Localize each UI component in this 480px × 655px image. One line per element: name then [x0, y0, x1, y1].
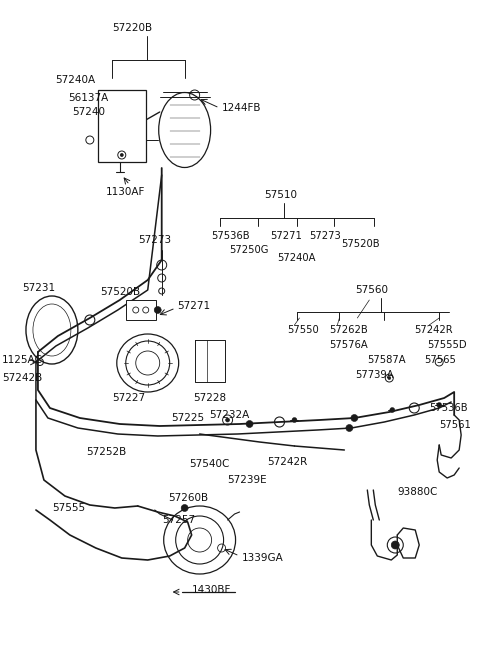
- Text: 1339GA: 1339GA: [241, 553, 283, 563]
- Text: 57561: 57561: [439, 420, 471, 430]
- Text: 57565: 57565: [424, 355, 456, 365]
- Text: 1244FB: 1244FB: [222, 103, 261, 113]
- Text: 57520B: 57520B: [341, 239, 380, 249]
- Circle shape: [388, 377, 391, 379]
- Text: 57250G: 57250G: [229, 245, 269, 255]
- Circle shape: [437, 403, 442, 407]
- Text: 57271: 57271: [178, 301, 211, 311]
- Text: 57240A: 57240A: [277, 253, 316, 263]
- Text: 57262B: 57262B: [329, 325, 368, 335]
- Circle shape: [351, 415, 358, 422]
- Circle shape: [226, 418, 229, 422]
- Circle shape: [390, 407, 395, 413]
- Text: 57240: 57240: [72, 107, 105, 117]
- Text: 57555: 57555: [52, 503, 85, 513]
- Circle shape: [346, 424, 353, 432]
- Text: 57271: 57271: [271, 231, 302, 241]
- Text: 57273: 57273: [138, 235, 171, 245]
- Text: 57550: 57550: [288, 325, 319, 335]
- Text: 57536B: 57536B: [429, 403, 468, 413]
- Text: 1130AF: 1130AF: [106, 187, 145, 197]
- Text: 57242R: 57242R: [414, 325, 453, 335]
- Text: 57560: 57560: [355, 285, 388, 295]
- Text: 57239E: 57239E: [228, 475, 267, 485]
- Circle shape: [181, 504, 188, 512]
- Text: 57232A: 57232A: [210, 410, 250, 420]
- Text: 57510: 57510: [264, 190, 298, 200]
- Text: 57242R: 57242R: [267, 457, 308, 467]
- Text: 57576A: 57576A: [329, 340, 368, 350]
- Circle shape: [391, 541, 399, 549]
- Text: 57260B: 57260B: [168, 493, 208, 503]
- Text: 57231: 57231: [22, 283, 55, 293]
- Text: 57587A: 57587A: [367, 355, 406, 365]
- Text: 57220B: 57220B: [112, 23, 152, 33]
- Bar: [98, 90, 146, 162]
- Text: 56137A: 56137A: [68, 93, 108, 103]
- Text: 57240A: 57240A: [55, 75, 95, 85]
- Text: 57273: 57273: [310, 231, 341, 241]
- Circle shape: [292, 417, 297, 422]
- Circle shape: [246, 421, 253, 428]
- Text: 1125AC: 1125AC: [2, 355, 43, 365]
- Text: 57536B: 57536B: [212, 231, 250, 241]
- Text: 57540C: 57540C: [190, 459, 230, 469]
- Text: 57252B: 57252B: [86, 447, 126, 457]
- Text: 57520B: 57520B: [100, 287, 140, 297]
- Text: 93880C: 93880C: [397, 487, 438, 497]
- Text: 57257: 57257: [162, 515, 195, 525]
- Text: 1430BF: 1430BF: [192, 585, 231, 595]
- Circle shape: [154, 307, 161, 314]
- Text: 57227: 57227: [112, 393, 145, 403]
- Text: 57242B: 57242B: [2, 373, 42, 383]
- Text: 57228: 57228: [193, 393, 227, 403]
- Text: 57739A: 57739A: [355, 370, 394, 380]
- Text: 57225: 57225: [172, 413, 205, 423]
- Text: 57555D: 57555D: [427, 340, 467, 350]
- Circle shape: [120, 153, 123, 157]
- Bar: [126, 300, 156, 320]
